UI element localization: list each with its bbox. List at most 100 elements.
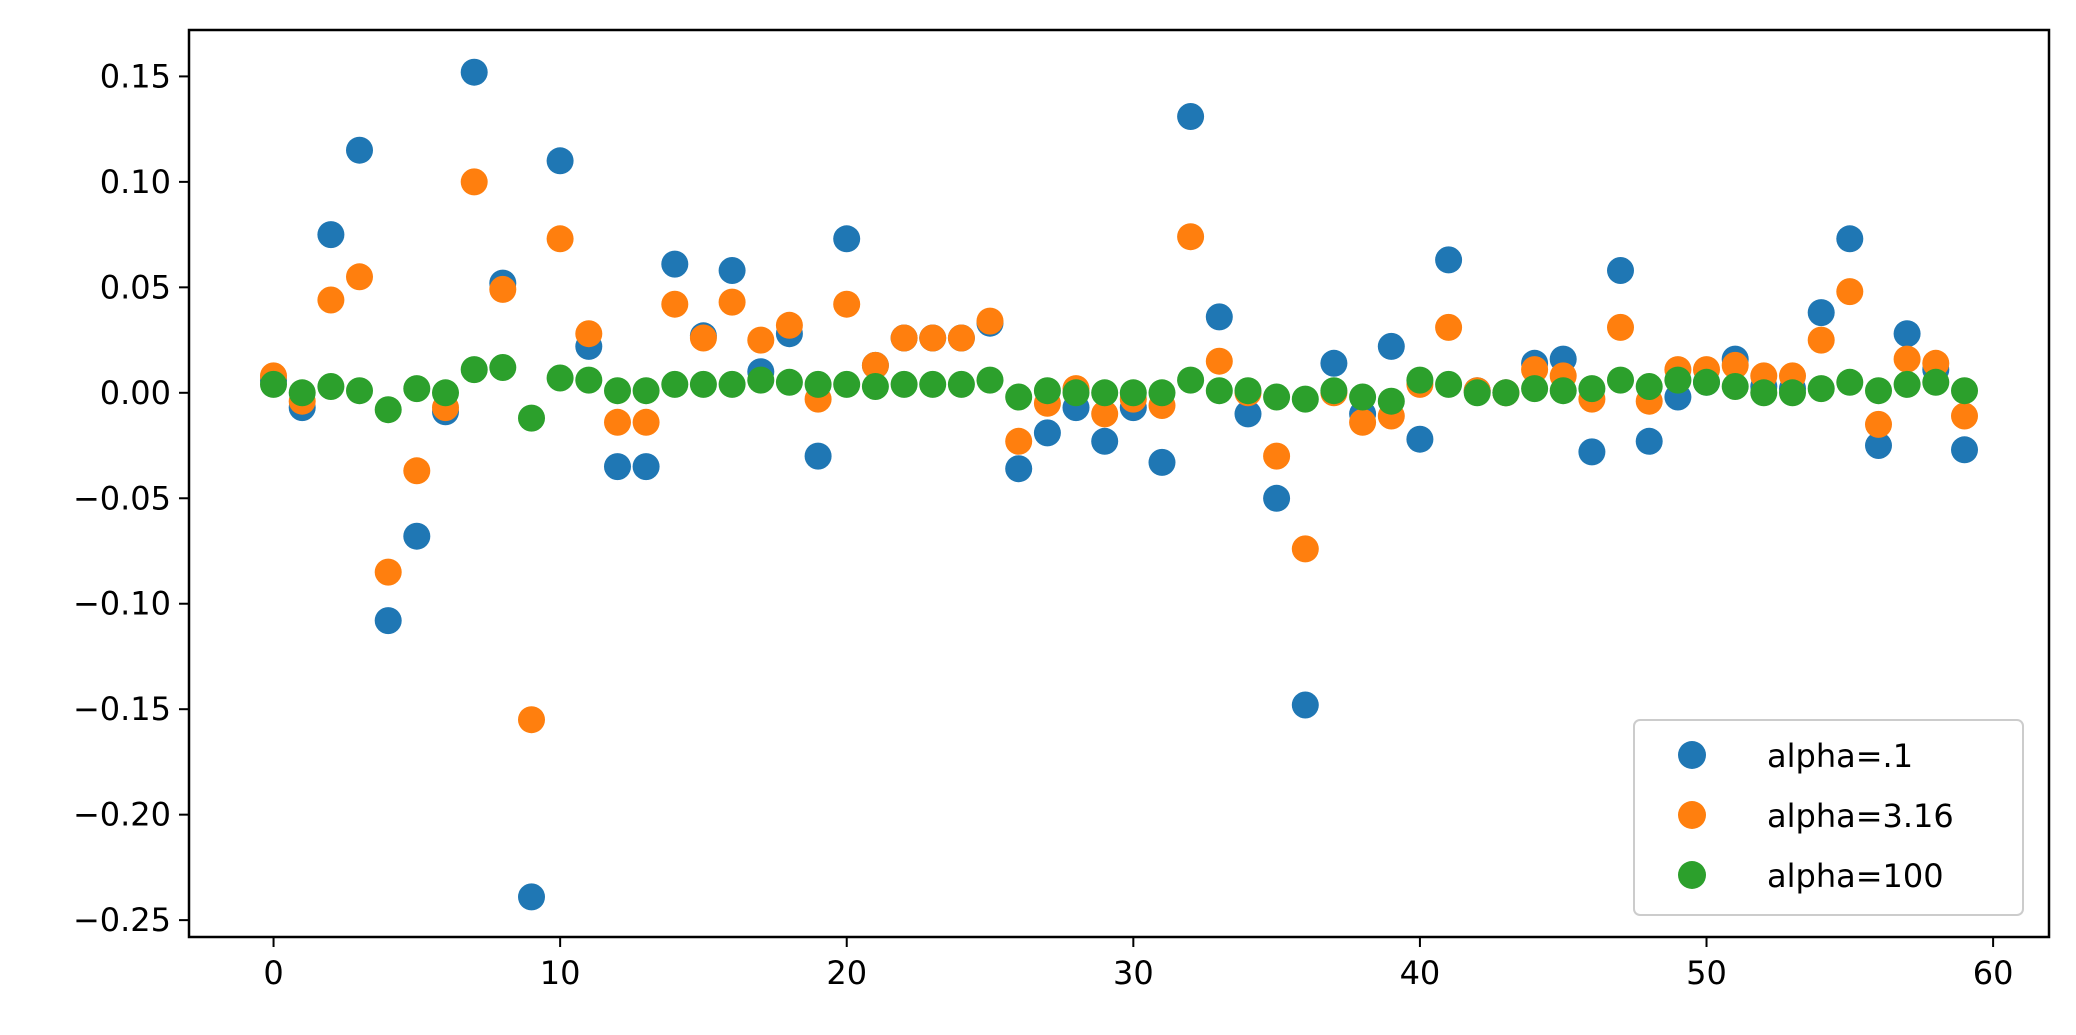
data-point xyxy=(1922,349,1950,377)
data-point xyxy=(1119,379,1147,407)
y-tick-label: −0.25 xyxy=(73,901,171,939)
data-point xyxy=(1893,320,1921,348)
y-tick-label: 0.05 xyxy=(100,268,171,306)
data-point xyxy=(689,324,717,352)
data-point xyxy=(1693,368,1720,396)
legend-item-alpha-0.1: alpha=.1 xyxy=(1678,737,1913,775)
data-point xyxy=(1349,408,1377,436)
data-point xyxy=(403,375,431,403)
data-point xyxy=(632,408,660,436)
data-point xyxy=(1865,377,1892,405)
data-point xyxy=(1177,366,1205,394)
data-point xyxy=(1005,455,1033,483)
data-point xyxy=(1951,377,1978,405)
data-point xyxy=(1578,438,1606,466)
data-point xyxy=(1521,375,1549,403)
data-point xyxy=(1664,366,1692,394)
data-point xyxy=(833,290,861,318)
data-point xyxy=(489,275,517,303)
data-point xyxy=(1607,257,1634,284)
data-point xyxy=(546,147,574,175)
data-point xyxy=(747,366,775,394)
data-point xyxy=(1635,427,1663,455)
data-point xyxy=(1263,383,1291,411)
legend-frame xyxy=(1633,719,2024,916)
data-point xyxy=(604,408,631,436)
data-point xyxy=(1951,402,1978,430)
data-point xyxy=(661,370,689,398)
legend-marker-alpha-3.16 xyxy=(1678,801,1706,829)
data-point xyxy=(546,225,574,253)
data-point xyxy=(1291,691,1319,719)
y-tick-label: 0.15 xyxy=(100,57,171,95)
data-point xyxy=(718,288,746,316)
data-point xyxy=(1607,366,1634,394)
data-point xyxy=(489,354,517,381)
data-point xyxy=(432,379,459,407)
data-point xyxy=(1463,379,1491,407)
data-point xyxy=(661,250,689,278)
data-point xyxy=(1865,432,1892,459)
data-point xyxy=(518,404,545,432)
data-point xyxy=(1263,442,1291,470)
data-point xyxy=(689,370,717,398)
data-point xyxy=(518,706,545,734)
data-point xyxy=(1291,535,1319,563)
data-point xyxy=(775,311,803,339)
data-point xyxy=(718,370,746,398)
data-point xyxy=(1406,425,1434,453)
data-point xyxy=(804,442,832,470)
data-point xyxy=(1234,377,1262,405)
data-point xyxy=(861,373,889,400)
data-point xyxy=(1234,400,1262,428)
data-point xyxy=(1607,313,1634,341)
data-point xyxy=(1148,448,1176,476)
data-point xyxy=(804,370,832,398)
data-point xyxy=(1377,332,1405,360)
data-point xyxy=(747,326,775,354)
x-axis-ticks: 0 10 20 30 40 50 60 xyxy=(263,937,2013,992)
x-tick-label: 20 xyxy=(826,954,867,992)
data-point xyxy=(1349,383,1377,411)
legend-label-alpha-3.16: alpha=3.16 xyxy=(1767,797,1954,835)
data-point xyxy=(1549,377,1577,405)
data-point xyxy=(1721,373,1749,400)
data-points xyxy=(260,58,1978,911)
x-tick-label: 40 xyxy=(1400,954,1441,992)
data-point xyxy=(1033,419,1061,447)
legend-item-alpha-100: alpha=100 xyxy=(1678,857,1944,895)
x-tick-label: 50 xyxy=(1686,954,1727,992)
data-point xyxy=(1177,103,1205,130)
data-point xyxy=(403,457,431,485)
legend-item-alpha-3.16: alpha=3.16 xyxy=(1678,797,1954,835)
data-point xyxy=(1578,375,1606,403)
data-point xyxy=(317,286,345,314)
data-point xyxy=(1893,370,1921,398)
data-point xyxy=(890,370,918,398)
data-point xyxy=(775,368,803,396)
x-tick-label: 10 xyxy=(540,954,581,992)
data-point xyxy=(1635,373,1663,400)
x-tick-label: 0 xyxy=(263,954,283,992)
series-alpha=100 xyxy=(260,354,1978,432)
data-point xyxy=(604,377,631,405)
data-point xyxy=(1807,326,1835,354)
data-point xyxy=(1033,377,1061,405)
legend-marker-alpha-100 xyxy=(1678,861,1706,889)
data-point xyxy=(403,522,431,550)
data-point xyxy=(460,58,488,86)
data-point xyxy=(1836,278,1864,306)
legend-label-alpha-0.1: alpha=.1 xyxy=(1767,737,1913,775)
data-point xyxy=(460,356,488,384)
data-point xyxy=(1721,351,1749,379)
data-point xyxy=(1005,427,1033,455)
data-point xyxy=(346,263,373,291)
data-point xyxy=(1893,345,1921,373)
data-point xyxy=(1865,410,1892,438)
data-point xyxy=(1492,379,1520,407)
plot-frame xyxy=(187,28,2051,939)
y-tick-label: −0.20 xyxy=(73,796,171,834)
data-point xyxy=(919,370,947,398)
data-point xyxy=(1951,436,1978,464)
